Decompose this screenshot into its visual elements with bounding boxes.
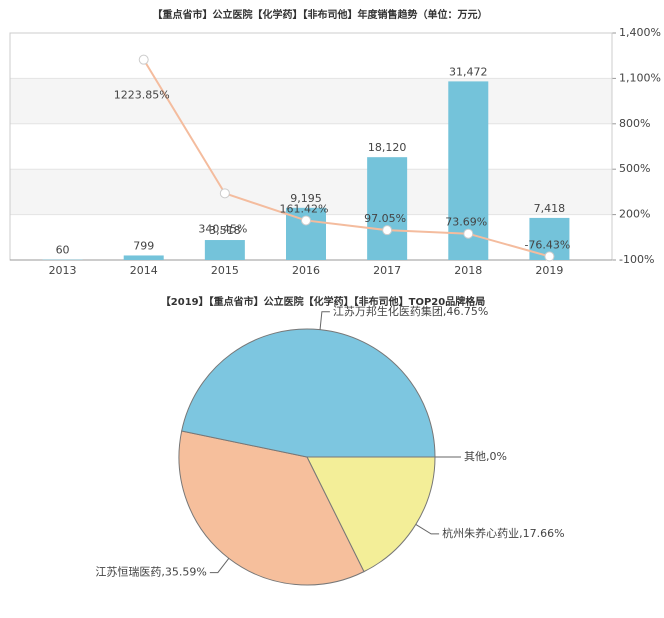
x-tick-label: 2019 [535,264,563,277]
grid-band [10,169,612,215]
line-point [301,215,311,226]
y2-tick-label: 1,100% [619,71,661,84]
line-value-label: 161.42% [280,202,329,215]
bar-value-label: 9,195 [290,192,322,205]
y2-tick-label: 200% [619,208,650,221]
bar-value-label: 18,120 [368,141,407,154]
bar-value-label: 3,518 [209,224,241,237]
line-point [463,228,474,239]
y2-tick-label: 1,400% [619,26,661,39]
grid-band [10,78,612,124]
x-tick-label: 2018 [454,264,482,277]
bar [367,157,408,260]
bar-value-label: 799 [133,239,154,252]
leader-line [415,524,440,535]
line-point [382,225,393,236]
chart-title: 【2019】【重点省市】公立医院【化学药】【非布司他】TOP20品牌格局 [161,295,485,308]
slice-label: 杭州朱养心药业,17.66% [442,526,564,540]
slice-label: 其他,0% [464,450,507,463]
y2-tick-label: 500% [619,162,650,175]
bar [123,255,164,260]
bar [204,240,245,260]
bar-value-label: 7,418 [534,202,566,215]
slice-label: 江苏恒瑞医药,35.59% [95,565,206,579]
pie-slice [306,456,436,573]
line-value-label: 73.69% [445,216,487,229]
line-value-label: 1223.85% [114,89,170,102]
leader-line [319,311,330,330]
x-tick-label: 2013 [49,264,77,277]
line-point [544,251,555,262]
bar-value-label: 60 [56,244,70,257]
x-tick-label: 2017 [373,264,401,277]
line-value-label: 97.05% [364,212,406,225]
slice-label: 江苏万邦生化医药集团,46.75% [333,304,488,318]
chart-title: 【重点省市】公立医院【化学药】【非布司他】年度销售趋势（单位：万元） [153,8,488,21]
x-tick-label: 2016 [292,264,320,277]
line-point [219,188,230,199]
y2-tick-label: 800% [619,117,650,130]
line [142,59,550,258]
x-tick-label: 2015 [211,264,239,277]
bar-value-label: 31,472 [449,65,488,78]
line-point [138,54,149,65]
x-tick-label: 2014 [130,264,158,277]
y2-tick-label: -100% [619,253,654,266]
pie-slice [181,328,436,458]
line-value-label: 340.45% [198,222,247,235]
line-value-label: -76.43% [524,238,570,251]
leader-line [209,558,230,574]
pie-slice [178,430,365,586]
